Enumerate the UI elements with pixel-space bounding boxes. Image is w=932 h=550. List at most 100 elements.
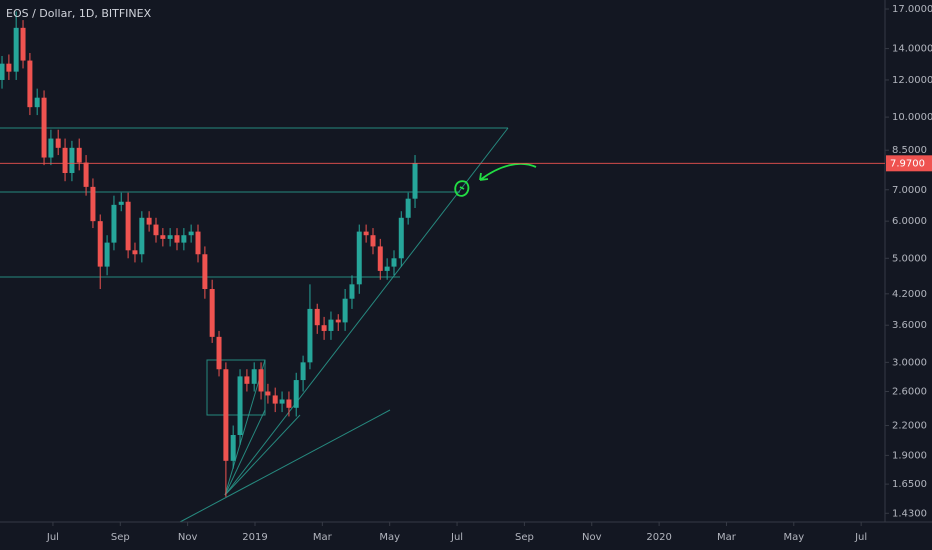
candle-body xyxy=(83,162,89,187)
candle-body xyxy=(62,147,68,174)
candle-body xyxy=(118,201,124,205)
candle-body xyxy=(34,97,40,108)
y-tick-label: 10.0000 xyxy=(892,112,932,123)
y-tick-label: 3.6000 xyxy=(892,320,927,331)
candle-body xyxy=(307,308,313,363)
candle-body xyxy=(223,369,229,461)
candle-body xyxy=(356,231,362,285)
y-tick-label: 3.0000 xyxy=(892,357,927,368)
x-tick-label: Jul xyxy=(46,532,59,543)
candle-body xyxy=(202,254,208,290)
fan-line xyxy=(224,359,266,496)
candle-body xyxy=(97,221,103,267)
candle-body xyxy=(167,235,173,239)
candle-body xyxy=(146,217,152,225)
x-tick-label: Jul xyxy=(854,532,867,543)
candle-body xyxy=(27,60,33,108)
fan-line xyxy=(224,414,301,496)
candle-body xyxy=(188,231,194,236)
candle-body xyxy=(363,231,369,236)
candle-body xyxy=(174,235,180,243)
candle-body xyxy=(391,258,397,267)
candle-body xyxy=(370,235,376,247)
candle-body xyxy=(349,284,355,299)
y-tick-label: 5.0000 xyxy=(892,253,927,264)
candle-body xyxy=(48,138,54,158)
x-tick-label: Sep xyxy=(111,532,130,543)
y-tick-label: 12.0000 xyxy=(892,75,932,86)
y-tick-label: 1.4300 xyxy=(892,508,927,519)
candle-body xyxy=(321,325,327,331)
candle-body xyxy=(209,289,215,337)
candle-body xyxy=(293,380,299,408)
candle-body xyxy=(181,235,187,243)
x-tick-label: 2019 xyxy=(242,532,267,543)
candle-body xyxy=(55,138,61,148)
candle-body xyxy=(251,369,257,384)
candle-body xyxy=(125,201,131,251)
candle-body xyxy=(216,336,222,370)
candle-body xyxy=(384,266,390,271)
last-price-label: 7.9700 xyxy=(890,158,925,169)
x-tick-label: Nov xyxy=(582,532,602,543)
candle-body xyxy=(90,186,96,222)
y-tick-label: 1.6500 xyxy=(892,479,927,490)
candle-body xyxy=(237,376,243,435)
candle-body xyxy=(244,376,250,384)
candle-body xyxy=(258,369,264,392)
candle-body xyxy=(286,399,292,408)
candle-body xyxy=(13,27,19,72)
candle-body xyxy=(153,224,159,236)
x-tick-label: Mar xyxy=(717,532,737,543)
fan-box xyxy=(206,359,266,416)
candle-body xyxy=(265,391,271,396)
candle-body xyxy=(76,147,82,163)
candle-body xyxy=(272,395,278,404)
x-tick-label: 2020 xyxy=(646,532,671,543)
plot-area xyxy=(0,11,418,497)
candle-body xyxy=(132,250,138,255)
candle-body xyxy=(335,319,341,323)
candle-body xyxy=(6,63,12,72)
candle-body xyxy=(342,298,348,323)
candle-body xyxy=(300,362,306,381)
x-tick-label: Mar xyxy=(313,532,333,543)
y-tick-label: 7.0000 xyxy=(892,185,927,196)
candle-body xyxy=(111,204,117,243)
y-tick-label: 2.2000 xyxy=(892,421,927,432)
candle-body xyxy=(0,63,5,80)
y-tick-label: 1.9000 xyxy=(892,450,927,461)
annotation-circle xyxy=(454,180,470,197)
candle-body xyxy=(328,319,334,331)
last-price-box xyxy=(886,155,932,172)
drawings xyxy=(0,127,537,523)
y-tick-label: 8.5000 xyxy=(892,145,927,156)
candle-body xyxy=(41,97,47,158)
y-tick-label: 17.0000 xyxy=(892,4,932,15)
candle-body xyxy=(69,147,75,174)
candle-body xyxy=(104,242,110,267)
y-tick-label: 14.0000 xyxy=(892,44,932,55)
y-tick-label: 6.0000 xyxy=(892,216,927,227)
fan-line xyxy=(224,409,266,496)
candle-body xyxy=(279,399,285,404)
candle-body xyxy=(412,163,418,199)
y-tick-label: 2.6000 xyxy=(892,386,927,397)
x-tick-label: May xyxy=(783,532,804,543)
candle-body xyxy=(139,217,145,255)
candle-body xyxy=(314,308,320,326)
trend-line xyxy=(179,409,391,523)
chart-title: EOS / Dollar, 1D, BITFINEX xyxy=(6,7,152,20)
x-tick-label: Sep xyxy=(515,532,534,543)
x-tick-label: Jul xyxy=(450,532,463,543)
candle-body xyxy=(20,27,26,61)
annotation-arrow xyxy=(479,163,537,181)
x-tick-label: Nov xyxy=(178,532,198,543)
candle-body xyxy=(398,217,404,259)
candle-body xyxy=(160,235,166,239)
candle-body xyxy=(377,246,383,271)
trend-line xyxy=(224,127,509,496)
candle-body xyxy=(405,198,411,218)
